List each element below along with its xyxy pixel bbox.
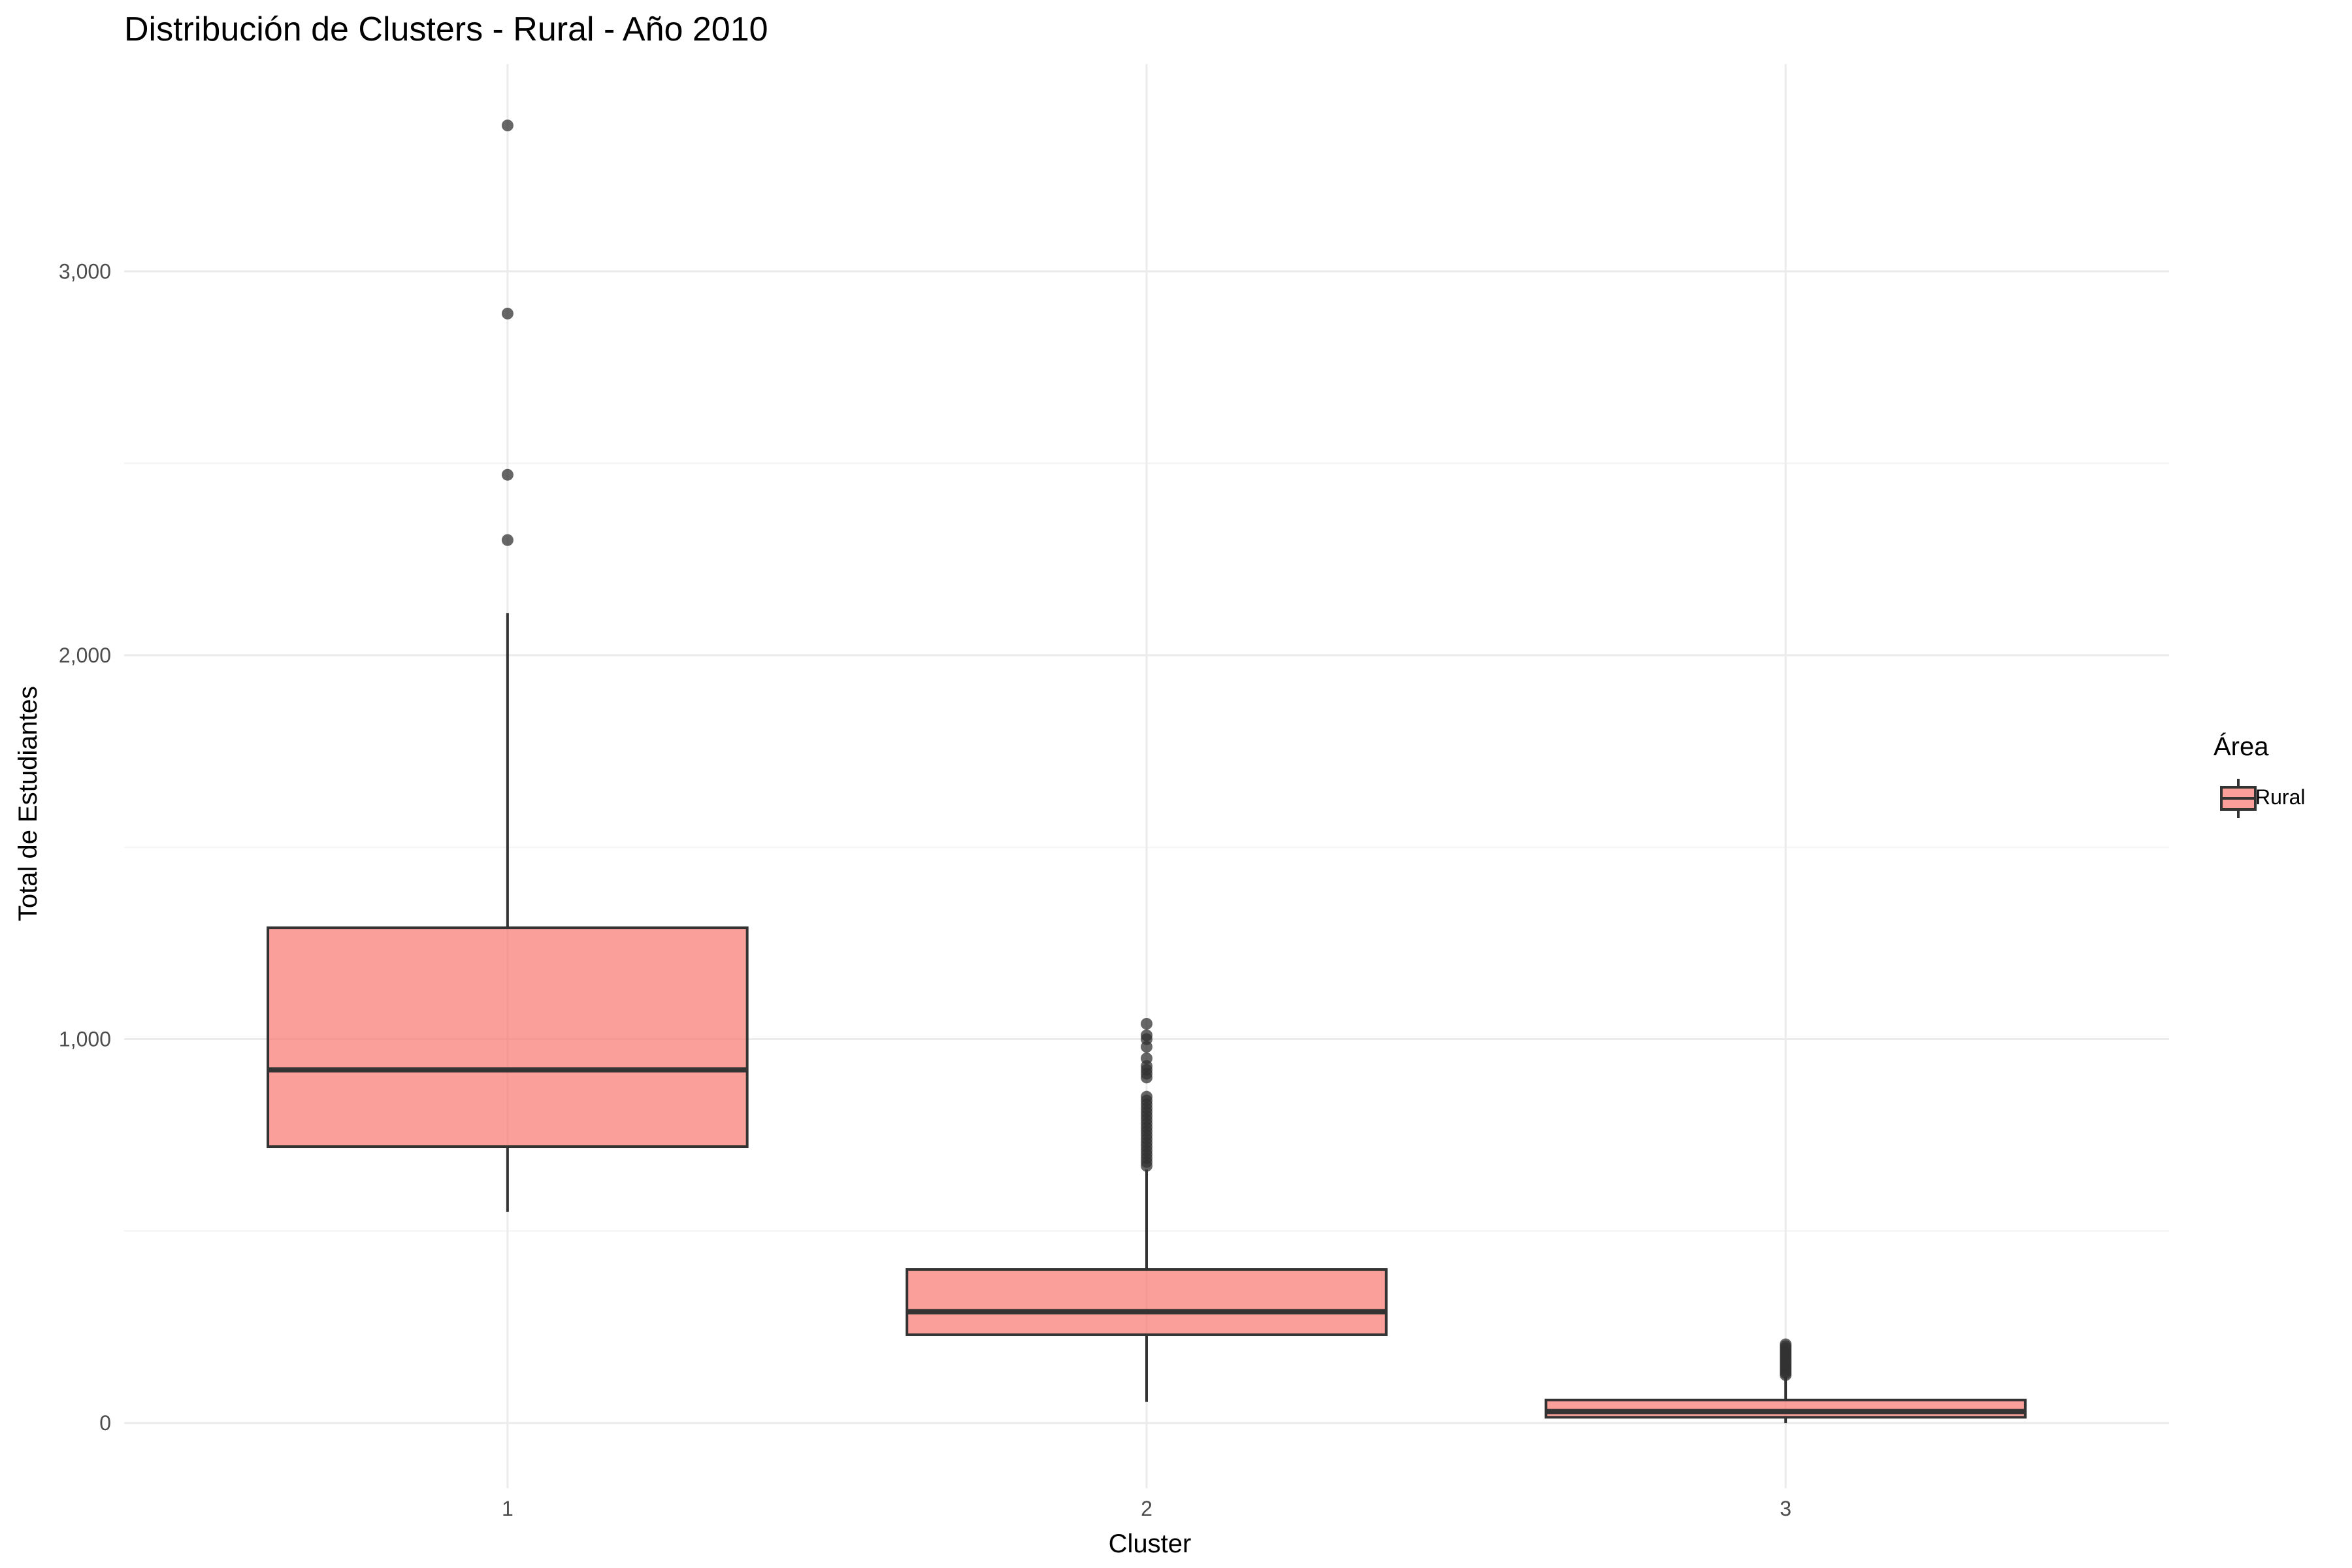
box-iqr	[267, 926, 749, 1149]
y-tick-label: 3,000	[59, 259, 111, 283]
outlier-point	[501, 468, 514, 481]
x-tick-label: 3	[1780, 1497, 1791, 1520]
y-tick-label: 1,000	[59, 1028, 111, 1051]
box-iqr	[1544, 1398, 2027, 1419]
box-cluster-1	[267, 120, 749, 1212]
chart-title: Distribución de Clusters - Rural - Año 2…	[124, 10, 768, 48]
y-axis-title: Total de Estudiantes	[14, 686, 42, 921]
x-axis-title: Cluster	[1109, 1529, 1192, 1558]
box-cluster-2	[906, 1018, 1388, 1402]
legend-key-rural	[2220, 779, 2257, 818]
boxes	[267, 120, 2027, 1424]
y-tick-label: 2,000	[59, 644, 111, 667]
box-cluster-3	[1544, 1338, 2027, 1424]
y-axis-ticks: 0 1,000 2,000 3,000	[59, 259, 111, 1435]
x-axis-ticks: 1 2 3	[502, 1497, 1791, 1520]
y-tick-label: 0	[99, 1411, 111, 1435]
x-tick-label: 2	[1141, 1497, 1152, 1520]
box-iqr	[906, 1268, 1388, 1336]
x-tick-label: 1	[502, 1497, 514, 1520]
outlier-point	[501, 534, 514, 546]
legend-title: Área	[2213, 732, 2269, 761]
legend: Área Rural	[2213, 732, 2305, 818]
outlier-point	[1141, 1090, 1152, 1103]
outlier-point	[1780, 1338, 1792, 1350]
outlier-point	[1141, 1029, 1152, 1041]
outlier-point	[1141, 1018, 1152, 1030]
legend-label-rural: Rural	[2255, 785, 2305, 809]
outlier-point	[501, 307, 514, 319]
outlier-point	[1141, 1052, 1152, 1064]
outlier-point	[501, 120, 514, 132]
